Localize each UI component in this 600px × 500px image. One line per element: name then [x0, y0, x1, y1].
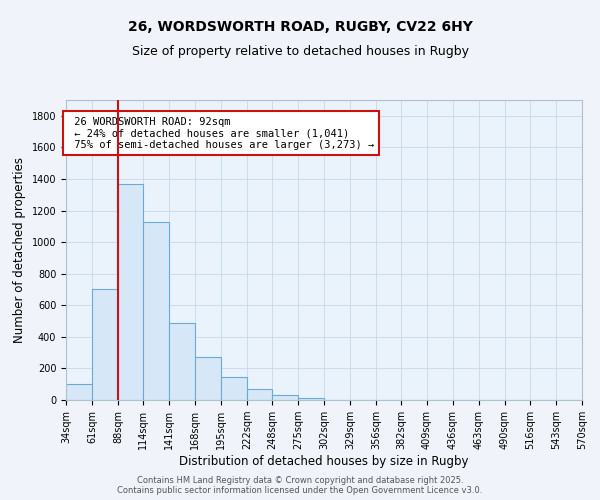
Bar — [143, 222, 169, 400]
Bar — [221, 377, 247, 400]
Bar — [169, 322, 195, 400]
Text: Contains public sector information licensed under the Open Government Licence v3: Contains public sector information licen… — [118, 486, 482, 495]
Text: Size of property relative to detached houses in Rugby: Size of property relative to detached ho… — [131, 45, 469, 58]
Text: Contains HM Land Registry data © Crown copyright and database right 2025.: Contains HM Land Registry data © Crown c… — [137, 476, 463, 485]
Text: 26 WORDSWORTH ROAD: 92sqm
 ← 24% of detached houses are smaller (1,041)
 75% of : 26 WORDSWORTH ROAD: 92sqm ← 24% of detac… — [68, 116, 374, 150]
Bar — [298, 398, 324, 400]
Bar — [247, 389, 272, 400]
Bar — [118, 184, 143, 400]
Bar — [66, 384, 92, 400]
Text: 26, WORDSWORTH ROAD, RUGBY, CV22 6HY: 26, WORDSWORTH ROAD, RUGBY, CV22 6HY — [128, 20, 472, 34]
Bar — [195, 356, 221, 400]
Y-axis label: Number of detached properties: Number of detached properties — [13, 157, 26, 343]
Bar — [272, 396, 298, 400]
X-axis label: Distribution of detached houses by size in Rugby: Distribution of detached houses by size … — [179, 455, 469, 468]
Bar — [92, 290, 118, 400]
